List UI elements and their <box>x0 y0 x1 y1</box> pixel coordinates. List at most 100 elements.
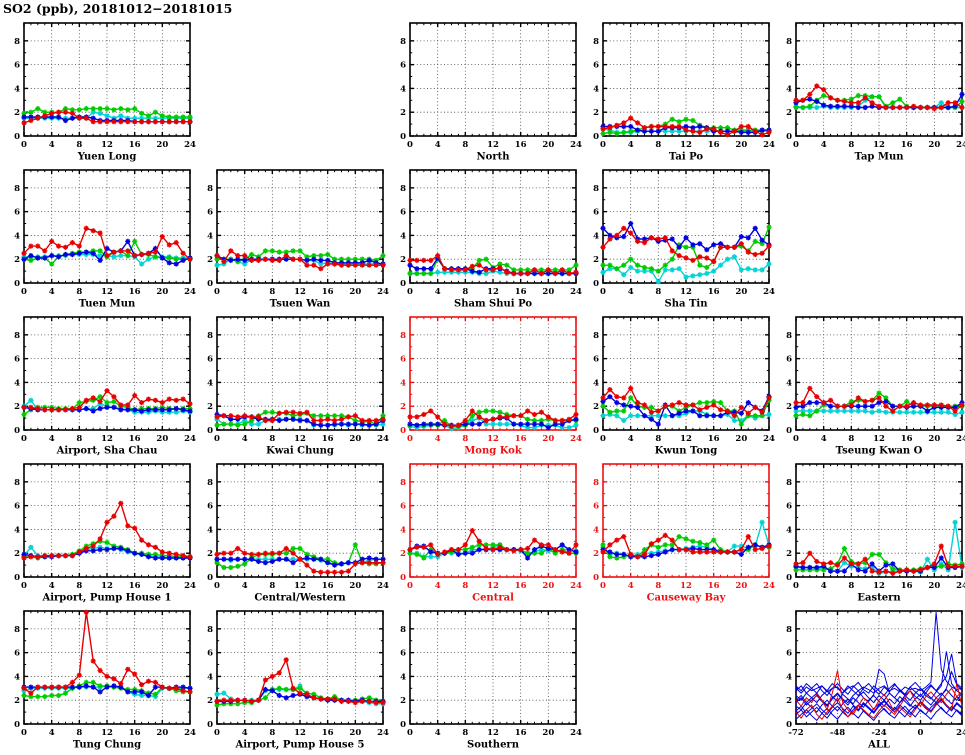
series-red-markers <box>214 409 386 424</box>
x-tick-label: 8 <box>848 434 854 444</box>
x-tick-label: 16 <box>901 434 913 444</box>
y-tick-label: 2 <box>400 549 406 559</box>
x-tick-label: 8 <box>76 140 82 150</box>
y-tick-label: 4 <box>14 231 20 241</box>
x-tick-label: 24 <box>956 581 965 591</box>
chart-title: Causeway Bay <box>647 593 727 604</box>
chart-title: Central/Western <box>254 593 346 604</box>
series-red-markers <box>600 532 772 560</box>
y-tick-label: 6 <box>400 502 406 512</box>
y-tick-label: 0 <box>786 132 792 142</box>
x-tick-label: 16 <box>129 728 141 738</box>
x-tick-label: 16 <box>515 140 527 150</box>
x-tick-label: 20 <box>542 140 554 150</box>
series-red-markers <box>21 109 193 126</box>
y-tick-label: 0 <box>400 573 406 583</box>
y-tick-label: 8 <box>400 331 406 341</box>
x-tick-label: 0 <box>407 434 413 444</box>
x-tick-label: 24 <box>184 581 196 591</box>
x-tick-label: 16 <box>515 287 527 297</box>
series-red-markers <box>214 248 386 272</box>
x-tick-label: 12 <box>487 728 499 738</box>
x-tick-label: 12 <box>101 581 113 591</box>
x-tick-label: 0 <box>407 140 413 150</box>
chart-title: Tuen Mun <box>79 299 136 310</box>
x-tick-label: 16 <box>129 287 141 297</box>
x-tick-label: 12 <box>101 434 113 444</box>
y-tick-label: 0 <box>400 720 406 730</box>
x-tick-label: -72 <box>788 728 803 738</box>
y-tick-label: 8 <box>400 625 406 635</box>
y-tick-label: 8 <box>593 478 599 488</box>
x-tick-label: 12 <box>873 581 885 591</box>
chart-title: Southern <box>467 740 520 751</box>
x-tick-label: 16 <box>129 434 141 444</box>
y-tick-label: 2 <box>207 696 213 706</box>
x-tick-label: 4 <box>435 434 441 444</box>
x-tick-label: 16 <box>901 140 913 150</box>
y-tick-label: 4 <box>14 378 20 388</box>
y-tick-label: 0 <box>14 720 20 730</box>
series-red-markers <box>600 115 772 138</box>
x-tick-label: 0 <box>21 434 27 444</box>
y-tick-label: 6 <box>400 649 406 659</box>
y-tick-label: 4 <box>400 525 406 535</box>
y-tick-label: 4 <box>593 525 599 535</box>
x-tick-label: 20 <box>928 140 940 150</box>
y-tick-label: 8 <box>786 37 792 47</box>
x-tick-label: 12 <box>294 287 306 297</box>
y-tick-label: 4 <box>14 672 20 682</box>
x-tick-label: 24 <box>956 434 965 444</box>
y-tick-label: 4 <box>400 672 406 682</box>
chart-title: Yuen Long <box>77 152 137 163</box>
x-tick-label: 24 <box>763 581 775 591</box>
x-tick-label: 12 <box>101 140 113 150</box>
chart-title: Tung Chung <box>73 740 141 751</box>
x-tick-label: 24 <box>570 287 582 297</box>
y-tick-label: 4 <box>593 378 599 388</box>
x-tick-label: 24 <box>377 581 389 591</box>
y-tick-label: 6 <box>207 502 213 512</box>
series-red-markers <box>21 388 193 413</box>
y-tick-label: 6 <box>593 208 599 218</box>
x-tick-label: 0 <box>214 287 220 297</box>
x-tick-label: 20 <box>542 581 554 591</box>
x-tick-label: 24 <box>763 287 775 297</box>
y-tick-label: 6 <box>14 61 20 71</box>
series-red-markers <box>793 385 965 414</box>
y-tick-label: 2 <box>14 696 20 706</box>
y-tick-label: 4 <box>207 672 213 682</box>
series-red-line <box>795 683 963 720</box>
x-tick-label: 8 <box>462 287 468 297</box>
x-tick-label: 8 <box>269 581 275 591</box>
x-tick-label: 0 <box>21 728 27 738</box>
x-tick-label: 8 <box>269 434 275 444</box>
chart-title: Tap Mun <box>854 152 904 163</box>
y-tick-label: 8 <box>786 331 792 341</box>
chart-title: North <box>477 152 511 163</box>
x-tick-label: 16 <box>129 581 141 591</box>
x-tick-label: 8 <box>76 728 82 738</box>
x-tick-label: 24 <box>184 140 196 150</box>
x-tick-label: 4 <box>821 581 827 591</box>
x-tick-label: 8 <box>76 581 82 591</box>
y-tick-label: 0 <box>14 279 20 289</box>
chart-title: Airport, Sha Chau <box>56 446 158 457</box>
y-tick-label: 2 <box>593 255 599 265</box>
x-tick-label: 12 <box>487 287 499 297</box>
y-tick-label: 8 <box>14 37 20 47</box>
x-tick-label: 0 <box>600 287 606 297</box>
y-tick-label: 6 <box>207 355 213 365</box>
x-tick-label: 4 <box>435 287 441 297</box>
chart-title: ALL <box>867 740 890 751</box>
y-tick-label: 8 <box>786 625 792 635</box>
x-tick-label: 0 <box>600 140 606 150</box>
y-tick-label: 0 <box>400 132 406 142</box>
